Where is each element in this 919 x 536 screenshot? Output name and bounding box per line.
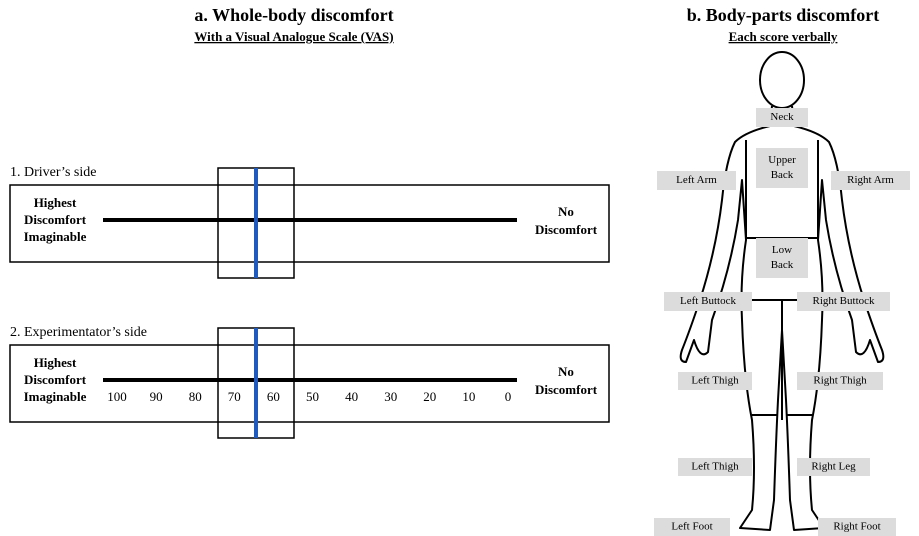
left-anchor-text: Imaginable [24,389,87,404]
part-box [797,458,870,476]
part-label: Right Buttock [812,295,875,307]
tick-label: 70 [228,389,241,404]
part-box [678,458,752,476]
part-label: Right Leg [811,461,856,473]
part-label: Right Thigh [813,375,867,387]
part-box [654,518,730,536]
part-label: Right Arm [847,174,894,186]
left-anchor-text: Discomfort [24,372,87,387]
part-box [756,108,808,127]
left-anchor-text: Discomfort [24,212,87,227]
part-label: Right Foot [833,521,880,533]
left-anchor-text: Highest [34,355,77,370]
part-box [818,518,896,536]
tick-label: 20 [423,389,436,404]
panel-b-subtitle: Each score verbally [729,29,838,44]
tick-label: 50 [306,389,319,404]
part-box [756,148,808,188]
left-anchor-text: Highest [34,195,77,210]
tick-label: 40 [345,389,358,404]
tick-label: 90 [150,389,163,404]
part-box [657,171,736,190]
tick-label: 10 [462,389,475,404]
part-label: Low [772,244,792,256]
scale-label: 2. Experimentator’s side [10,325,147,340]
right-anchor-text: Discomfort [535,382,598,397]
panel-b-title: b. Body-parts discomfort [687,5,880,25]
part-box [797,292,890,311]
tick-label: 60 [267,389,280,404]
part-label: Back [771,259,794,271]
part-label: Upper [768,154,796,166]
part-box [756,238,808,278]
scale-label: 1. Driver’s side [10,165,96,180]
tick-label: 0 [505,389,512,404]
part-label: Left Thigh [691,461,739,473]
tick-label: 80 [189,389,202,404]
part-label: Back [771,169,794,181]
panel-a-subtitle: With a Visual Analogue Scale (VAS) [194,29,393,44]
part-box [664,292,752,311]
tick-label: 30 [384,389,397,404]
right-anchor-text: Discomfort [535,222,598,237]
part-label: Left Buttock [680,295,736,307]
left-anchor-text: Imaginable [24,229,87,244]
part-box [678,372,752,390]
right-anchor-text: No [558,364,574,379]
part-label: Neck [770,111,794,123]
tick-label: 100 [107,389,127,404]
part-box [797,372,883,390]
scale-box [9,344,610,423]
part-label: Left Thigh [691,375,739,387]
part-box [831,171,910,190]
part-label: Left Arm [676,174,717,186]
scale-box [9,184,610,263]
panel-a-title: a. Whole-body discomfort [194,5,393,25]
right-anchor-text: No [558,204,574,219]
part-label: Left Foot [671,521,712,533]
